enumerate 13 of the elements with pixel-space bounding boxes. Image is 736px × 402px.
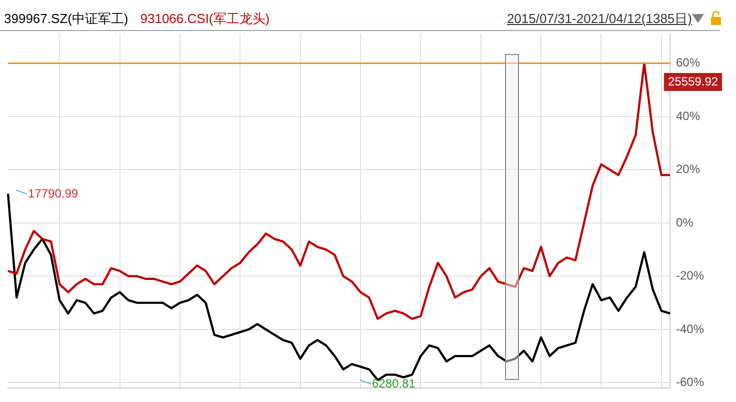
y-tick-label: -40% xyxy=(676,322,704,336)
chart-subtitle: 2015/07/31-2021/04/12(1385日) xyxy=(506,10,692,28)
text: 931066.CSI(军工龙头) xyxy=(140,11,270,26)
annotation: 25559.92 xyxy=(668,74,718,88)
y-tick-label: 20% xyxy=(676,162,700,176)
y-tick-label: 0% xyxy=(676,215,694,230)
y-tick-label: -20% xyxy=(676,268,704,283)
text: 399967.SZ(中证军工) xyxy=(4,11,128,26)
annotation: 6280.81 xyxy=(372,376,416,390)
y-tick-label: 40% xyxy=(676,108,700,123)
y-tick-label: -60% xyxy=(676,374,704,389)
y-tick-label: 60% xyxy=(676,56,700,70)
annotation: 17790.99 xyxy=(28,186,78,200)
